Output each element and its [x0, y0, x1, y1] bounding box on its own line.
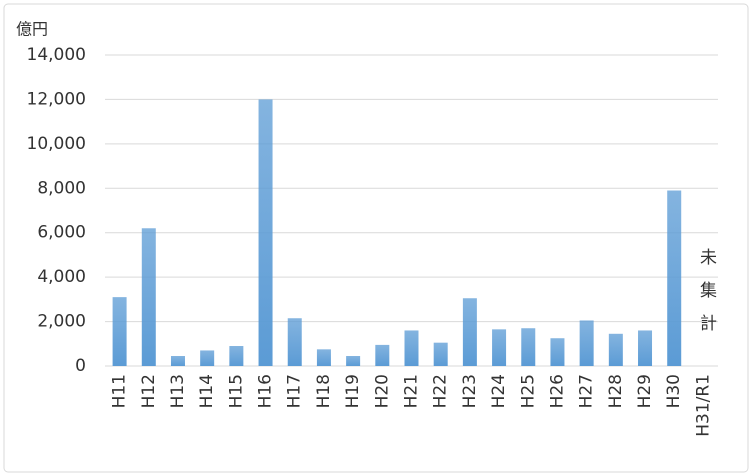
- bar: [287, 318, 302, 366]
- bar: [229, 346, 244, 366]
- bar: [579, 320, 594, 366]
- bar: [200, 350, 215, 366]
- y-axis-unit: 億円: [16, 20, 48, 39]
- x-tick-label: H21: [402, 374, 422, 408]
- annotation: 未集計: [696, 248, 717, 347]
- x-tick-label: H16: [256, 374, 276, 408]
- bar: [667, 190, 682, 366]
- x-tick-label: H30: [664, 374, 684, 408]
- y-tick-label: 12,000: [27, 89, 86, 109]
- x-tick-label: H13: [168, 374, 188, 408]
- y-tick-label: 14,000: [27, 45, 86, 65]
- bar: [433, 342, 448, 366]
- y-tick-label: 2,000: [37, 312, 86, 332]
- y-tick-label: 4,000: [37, 267, 86, 287]
- bar: [492, 329, 507, 366]
- y-tick-label: 6,000: [37, 223, 86, 243]
- x-tick-label: H19: [343, 374, 363, 408]
- y-tick-label: 10,000: [27, 134, 86, 154]
- bar: [112, 297, 127, 366]
- x-tick-label: H25: [518, 374, 538, 408]
- bar: [638, 330, 653, 366]
- y-tick-label: 8,000: [37, 178, 86, 198]
- bar: [608, 333, 623, 366]
- bar: [550, 338, 565, 366]
- bar: [170, 356, 185, 366]
- x-tick-label: H27: [577, 374, 597, 408]
- x-tick-label: H12: [139, 374, 159, 408]
- bar: [375, 344, 390, 366]
- bar: [346, 356, 361, 366]
- bar: [521, 328, 536, 366]
- x-tick-label: H14: [197, 374, 217, 408]
- bar: [258, 99, 273, 366]
- x-tick-label: H18: [314, 374, 334, 408]
- x-tick-label: H28: [606, 374, 626, 408]
- bar: [141, 228, 156, 366]
- x-tick-label: H15: [226, 374, 246, 408]
- x-tick-label: H26: [547, 374, 567, 408]
- x-tick-label: H24: [489, 374, 509, 408]
- bar: [316, 349, 331, 366]
- x-tick-label: H31/R1: [693, 374, 713, 437]
- x-tick-label: H29: [635, 374, 655, 408]
- x-tick-label: H20: [372, 374, 392, 408]
- y-tick-label: 0: [75, 356, 86, 376]
- x-tick-label: H22: [431, 374, 451, 408]
- x-tick-label: H23: [460, 374, 480, 408]
- bar: [462, 298, 477, 366]
- x-tick-label: H17: [285, 374, 305, 408]
- x-tick-label: H11: [110, 374, 130, 408]
- bar: [404, 330, 419, 366]
